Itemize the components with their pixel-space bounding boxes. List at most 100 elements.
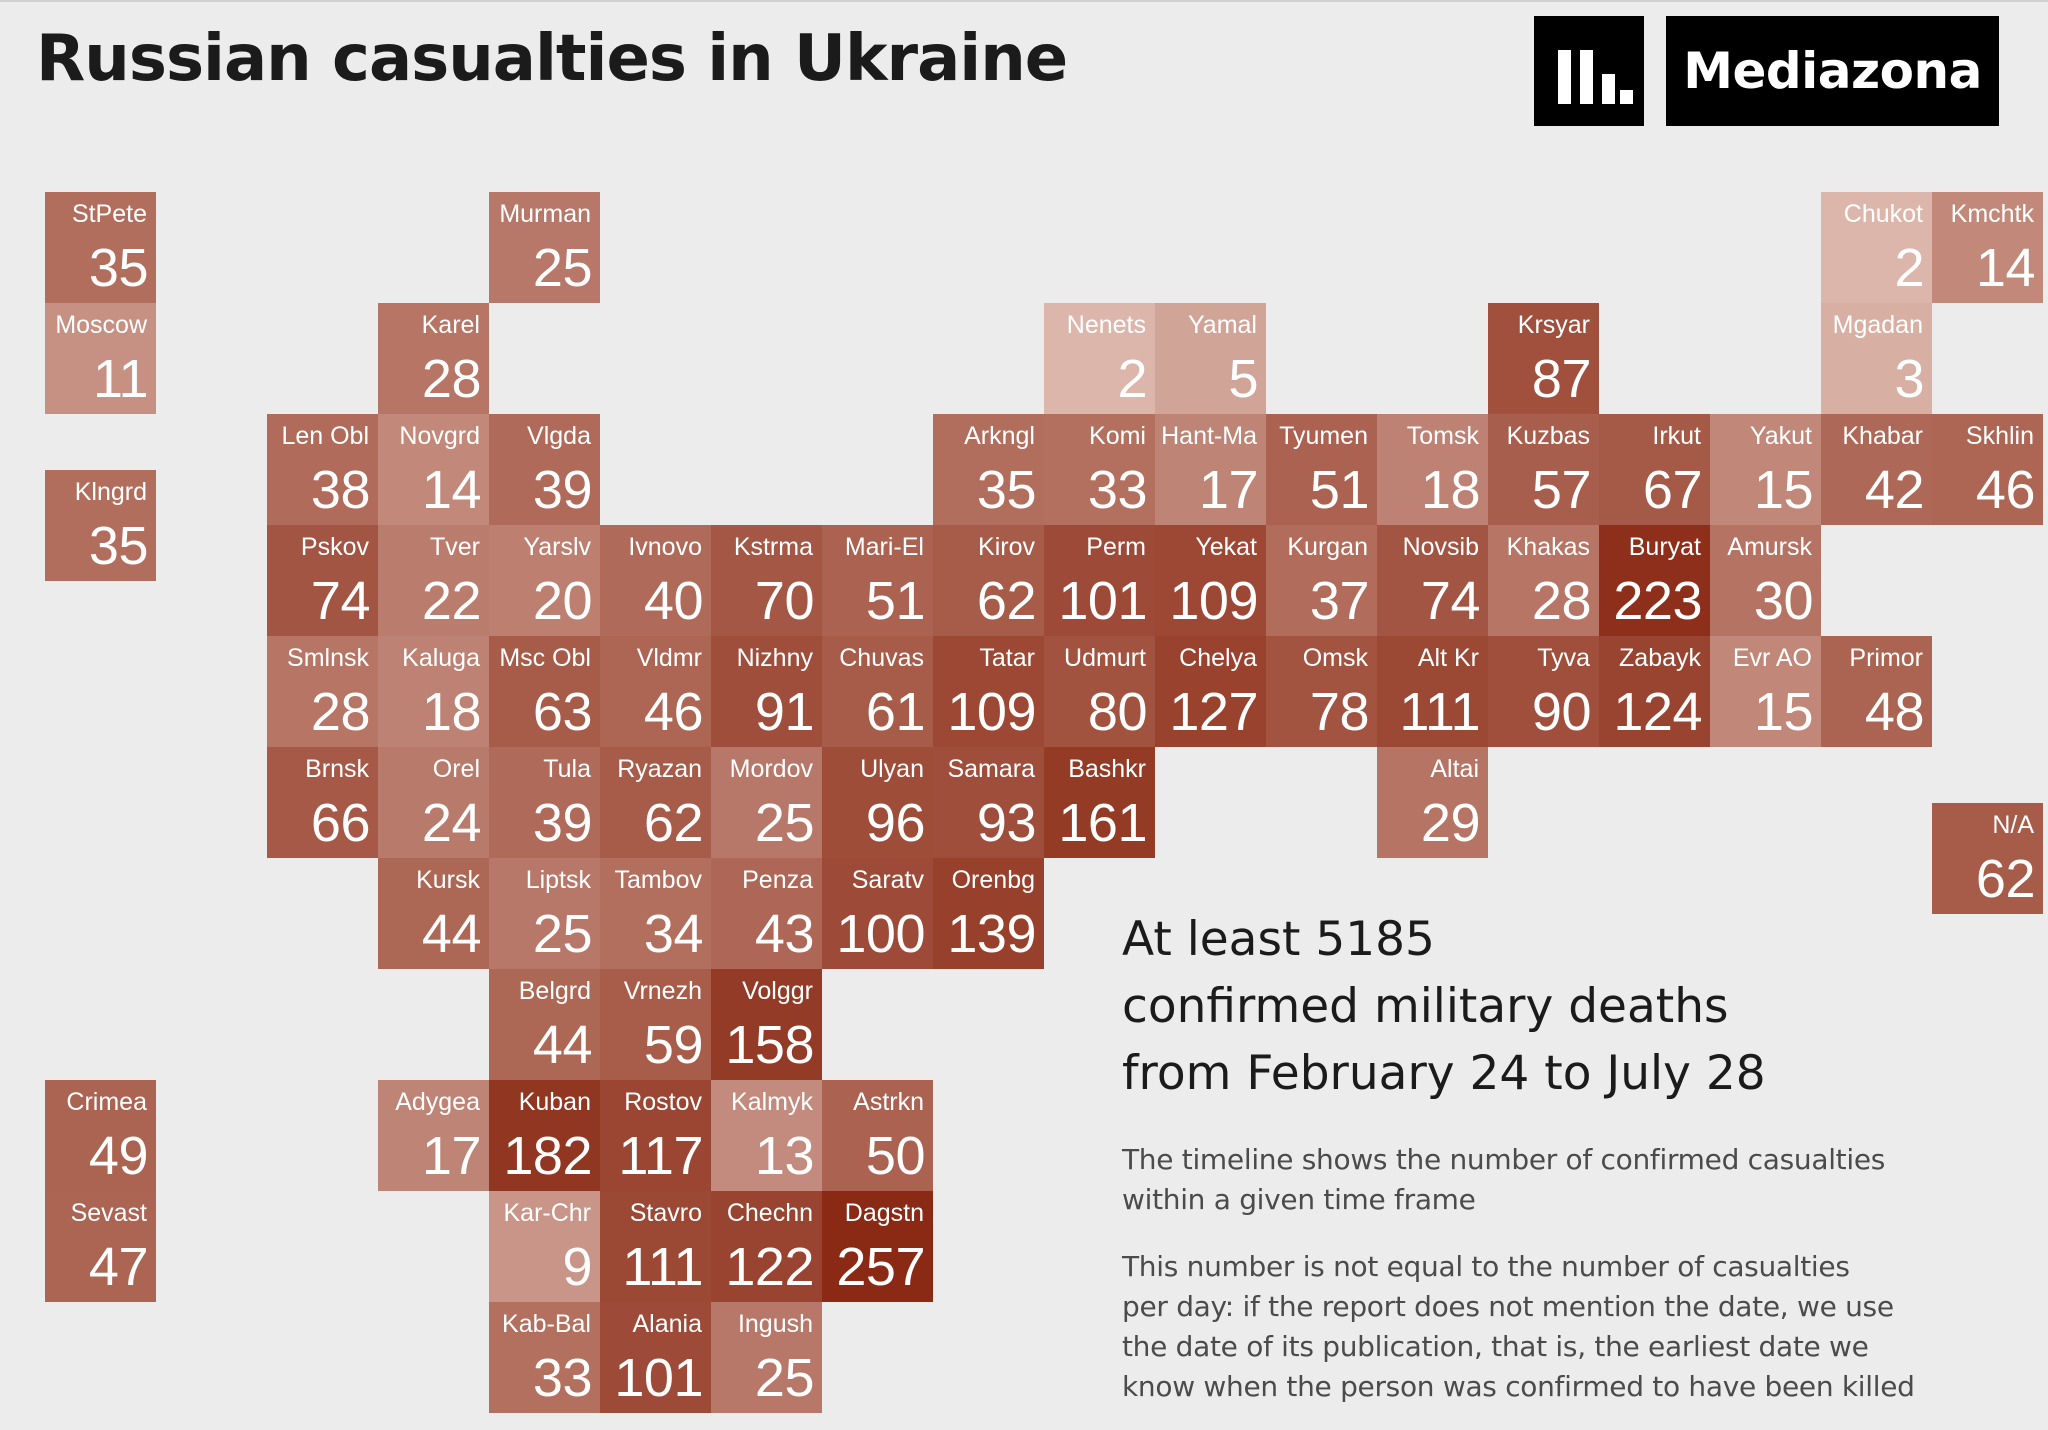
region-label: Rostov — [624, 1088, 702, 1116]
region-label: Tatar — [979, 644, 1035, 672]
region-value: 127 — [1169, 682, 1258, 742]
region-value: 48 — [1864, 682, 1925, 742]
region-tile-amursk: Amursk 30 — [1710, 525, 1821, 636]
region-label: Orenbg — [951, 866, 1035, 894]
region-tile-tver: Tver 22 — [378, 525, 489, 636]
region-value: 17 — [1198, 460, 1259, 520]
region-label: Khakas — [1506, 533, 1590, 561]
region-tile-karel: Karel 28 — [378, 303, 489, 414]
region-tile-tatar: Tatar 109 — [933, 636, 1044, 747]
region-label: Kursk — [416, 866, 480, 894]
region-tile-brnsk: Brnsk 66 — [267, 747, 378, 858]
region-label: Komi — [1089, 422, 1146, 450]
region-tile-orel: Orel 24 — [378, 747, 489, 858]
region-value: 78 — [1309, 682, 1370, 742]
note2-line-3: the date of its publication, that is, th… — [1122, 1330, 1869, 1363]
region-tile-krsyar: Krsyar 87 — [1488, 303, 1599, 414]
region-value: 67 — [1642, 460, 1703, 520]
region-label: Samara — [947, 755, 1035, 783]
region-tile-crimea: Crimea 49 — [45, 1080, 156, 1191]
region-label: Buryat — [1628, 533, 1701, 561]
region-label: Evr AO — [1732, 644, 1812, 672]
region-label: Perm — [1086, 533, 1146, 561]
region-tile-penza: Penza 43 — [711, 858, 822, 969]
region-tile-tula: Tula 39 — [489, 747, 600, 858]
region-tile-chechn: Chechn 122 — [711, 1191, 822, 1302]
region-label: Chelya — [1179, 644, 1257, 672]
region-tile-orenbg: Orenbg 139 — [933, 858, 1044, 969]
region-label: Kuban — [518, 1088, 591, 1116]
region-tile-volggr: Volggr 158 — [711, 969, 822, 1080]
region-tile-dagstn: Dagstn 257 — [822, 1191, 933, 1302]
note1-line-1: The timeline shows the number of confirm… — [1122, 1143, 1886, 1176]
region-tile-stpete: StPete 35 — [45, 192, 156, 303]
headline-line-1: At least 5185 — [1122, 912, 1435, 967]
region-tile-kmchtk: Kmchtk 14 — [1932, 192, 2043, 303]
region-value: 44 — [421, 904, 482, 964]
region-tile-adygea: Adygea 17 — [378, 1080, 489, 1191]
region-label: Yekat — [1195, 533, 1257, 561]
region-label: Tyumen — [1279, 422, 1368, 450]
region-tile-klngrd: Klngrd 35 — [45, 469, 156, 581]
region-value: 18 — [1420, 460, 1481, 520]
region-label: Ulyan — [860, 755, 924, 783]
region-tile-kab-bal: Kab-Bal 33 — [489, 1302, 600, 1413]
region-value: 182 — [503, 1126, 592, 1186]
region-tile-ryazan: Ryazan 62 — [600, 747, 711, 858]
region-value: 139 — [947, 904, 1036, 964]
region-value: 122 — [725, 1237, 814, 1297]
region-value: 257 — [836, 1237, 925, 1297]
region-label: Vrnezh — [623, 977, 702, 1005]
region-tile-vrnezh: Vrnezh 59 — [600, 969, 711, 1080]
region-value: 18 — [421, 682, 482, 742]
region-label: Len Obl — [281, 422, 369, 450]
region-value: 62 — [976, 571, 1037, 631]
region-label: Alania — [632, 1310, 703, 1338]
region-tile-hant-ma: Hant-Ma 17 — [1155, 414, 1266, 525]
region-value: 63 — [532, 682, 593, 742]
region-value: 44 — [532, 1015, 593, 1075]
region-tile-kuzbas: Kuzbas 57 — [1488, 414, 1599, 525]
region-tile-novsib: Novsib 74 — [1377, 525, 1488, 636]
region-value: 47 — [88, 1237, 149, 1297]
region-label: Smlnsk — [287, 644, 369, 672]
region-tile-n-a: N/A 62 — [1932, 802, 2043, 914]
region-value: 70 — [754, 571, 815, 631]
region-value: 51 — [1309, 460, 1370, 520]
region-label: Kar-Chr — [503, 1199, 591, 1227]
region-label: Arkngl — [964, 422, 1035, 450]
region-value: 101 — [614, 1348, 703, 1408]
region-label: Msc Obl — [499, 644, 591, 672]
region-value: 35 — [88, 515, 149, 576]
region-value: 93 — [976, 793, 1037, 853]
region-label: Tomsk — [1406, 422, 1479, 450]
region-value: 34 — [643, 904, 704, 964]
region-tile-evr-ao: Evr AO 15 — [1710, 636, 1821, 747]
region-label: N/A — [1992, 810, 2034, 839]
region-label: Irkut — [1652, 422, 1701, 450]
region-tile-mgadan: Mgadan 3 — [1821, 303, 1932, 414]
region-value: 87 — [1531, 349, 1592, 409]
region-value: 59 — [643, 1015, 704, 1075]
region-label: Yarslv — [523, 533, 591, 561]
region-tile-pskov: Pskov 74 — [267, 525, 378, 636]
region-label: Vlgda — [527, 422, 591, 450]
region-tile-saratv: Saratv 100 — [822, 858, 933, 969]
region-value: 39 — [532, 460, 593, 520]
region-value: 109 — [1169, 571, 1258, 631]
note2-line-2: per day: if the report does not mention … — [1122, 1290, 1894, 1323]
region-value: 33 — [1087, 460, 1148, 520]
region-label: Hant-Ma — [1161, 422, 1257, 450]
region-value: 39 — [532, 793, 593, 853]
region-value: 50 — [865, 1126, 926, 1186]
region-tile-vldmr: Vldmr 46 — [600, 636, 711, 747]
headline-line-3: from February 24 to July 28 — [1122, 1046, 1766, 1101]
region-label: Udmurt — [1064, 644, 1146, 672]
region-tile-ingush: Ingush 25 — [711, 1302, 822, 1413]
region-tile-zabayk: Zabayk 124 — [1599, 636, 1710, 747]
region-value: 2 — [1117, 349, 1147, 409]
region-tile-sevast: Sevast 47 — [45, 1191, 156, 1302]
region-tile-samara: Samara 93 — [933, 747, 1044, 858]
region-value: 14 — [421, 460, 482, 520]
region-tile-chuvas: Chuvas 61 — [822, 636, 933, 747]
